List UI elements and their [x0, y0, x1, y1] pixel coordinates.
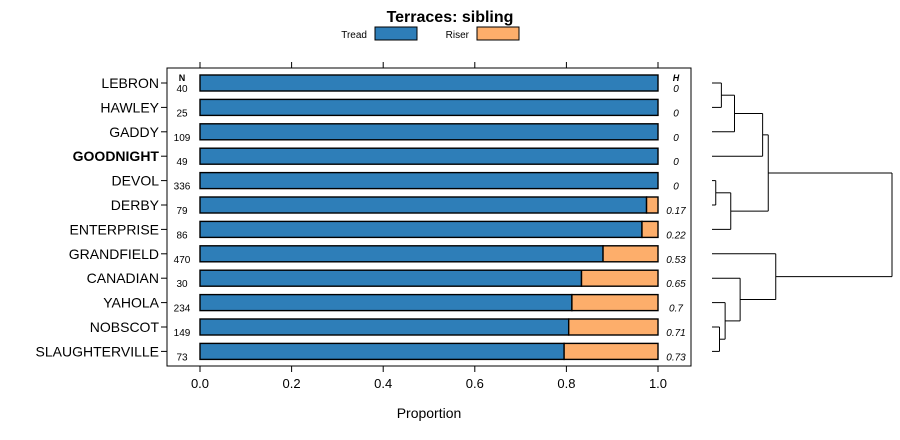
category-label: LEBRON	[101, 75, 159, 91]
n-value: 109	[174, 133, 191, 144]
category-label: YAHOLA	[103, 295, 159, 311]
h-value: 0.65	[666, 279, 686, 290]
x-tick-label: 0.8	[557, 376, 575, 391]
bar-riser	[567, 318, 659, 336]
category-label: GRANDFIELD	[69, 246, 159, 262]
n-value: 73	[176, 352, 188, 363]
n-value: 234	[174, 304, 191, 315]
h-value: 0	[673, 84, 679, 95]
n-value: 149	[174, 328, 191, 339]
chart-title: Terraces: sibling	[387, 9, 514, 26]
n-value: 25	[176, 108, 188, 119]
legend: Tread Riser	[341, 26, 520, 41]
bar-tread	[199, 342, 565, 361]
category-label: GADDY	[109, 124, 159, 140]
bar-riser	[580, 269, 659, 287]
x-tick-label: 0.4	[374, 376, 392, 391]
h-value: 0.53	[666, 255, 686, 266]
dendrogram	[712, 82, 893, 352]
legend-swatch-riser	[476, 26, 520, 41]
bars: LEBRON 40 0 HAWLEY 25 0 GADDY 109 0 GOODNIGHT 49 0 D…	[36, 74, 686, 363]
bar-tread	[199, 171, 659, 190]
h-value: 0.71	[666, 328, 685, 339]
h-value: 0.7	[669, 304, 683, 315]
bar-tread	[199, 220, 643, 239]
x-tick-label: 0.0	[191, 376, 209, 391]
n-header: N	[179, 73, 186, 83]
x-axis: 0.0 0.2 0.4 0.6 0.8 1.0	[191, 62, 667, 391]
bar-tread	[199, 318, 570, 336]
category-label: ENTERPRISE	[70, 221, 159, 237]
bar-tread	[199, 74, 659, 92]
bar-tread	[199, 269, 583, 287]
x-tick-label: 1.0	[649, 376, 667, 391]
category-label: NOBSCOT	[90, 319, 160, 335]
n-value: 79	[176, 206, 188, 217]
n-value: 49	[176, 157, 188, 168]
h-value: 0	[673, 133, 679, 144]
bar-riser	[563, 342, 659, 361]
bar-riser	[571, 293, 659, 312]
legend-label-tread: Tread	[341, 30, 367, 41]
bar-tread	[199, 196, 648, 214]
category-label: DEVOL	[112, 173, 160, 189]
bar-tread	[199, 245, 604, 263]
bar-riser	[645, 196, 659, 214]
h-header: H	[673, 73, 680, 83]
category-label: GOODNIGHT	[73, 148, 160, 164]
h-value: 0.73	[666, 352, 686, 363]
x-tick-label: 0.2	[283, 376, 301, 391]
legend-label-riser: Riser	[446, 30, 470, 41]
category-label: SLAUGHTERVILLE	[36, 343, 159, 359]
bar-riser	[641, 220, 659, 239]
h-value: 0	[673, 157, 679, 168]
bar-riser	[602, 245, 659, 263]
n-value: 86	[176, 230, 188, 241]
x-tick-label: 0.6	[466, 376, 484, 391]
category-label: CANADIAN	[87, 270, 159, 286]
bar-tread	[199, 293, 573, 312]
n-value: 40	[176, 84, 188, 95]
h-value: 0.17	[666, 206, 686, 217]
h-value: 0.22	[666, 230, 686, 241]
n-value: 336	[174, 182, 191, 193]
plot-frame	[166, 67, 692, 367]
category-label: HAWLEY	[100, 99, 159, 115]
category-label: DERBY	[111, 197, 160, 213]
legend-swatch-tread	[374, 26, 418, 41]
n-value: 470	[174, 255, 191, 266]
h-value: 0	[673, 108, 679, 119]
bar-tread	[199, 123, 659, 141]
x-axis-label: Proportion	[397, 405, 462, 421]
bar-tread	[199, 147, 659, 165]
bar-tread	[199, 98, 659, 117]
n-value: 30	[176, 279, 188, 290]
h-value: 0	[673, 182, 679, 193]
